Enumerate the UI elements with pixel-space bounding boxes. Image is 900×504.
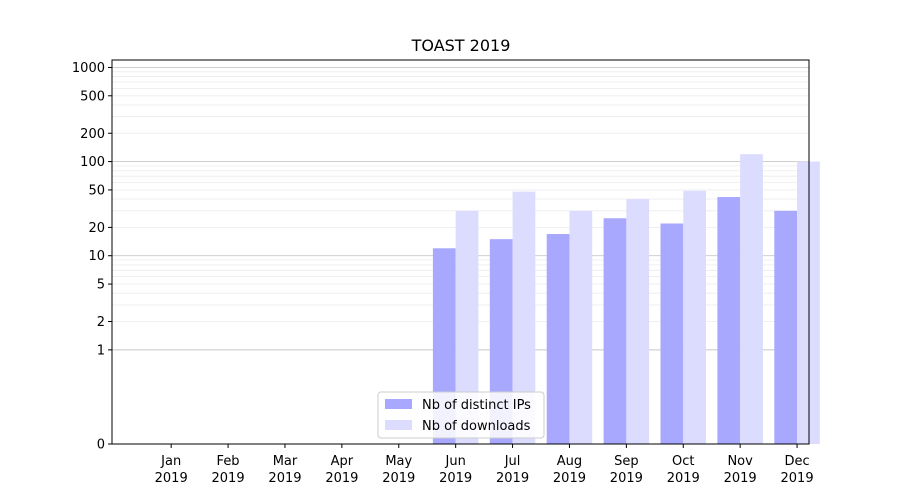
bar-downloads bbox=[683, 190, 707, 444]
x-tick-label-month: Sep bbox=[614, 454, 639, 469]
bar-downloads bbox=[626, 199, 650, 444]
plot-frame bbox=[111, 59, 810, 445]
x-axis: Jan 2019 Feb 2019 Mar 2019 Apr 2019 May 2019 Jun 20… bbox=[155, 444, 814, 486]
y-tick-label: 100 bbox=[80, 155, 105, 170]
bar-distinct-ips bbox=[546, 234, 570, 444]
x-tick-label-month: Feb bbox=[217, 454, 240, 469]
legend-swatch bbox=[385, 399, 412, 409]
x-tick-label-month: Jan bbox=[160, 454, 181, 469]
x-tick-label-year: 2019 bbox=[496, 471, 529, 486]
x-tick-label-month: Aug bbox=[557, 454, 582, 469]
x-tick-label-year: 2019 bbox=[724, 471, 757, 486]
bar-distinct-ips bbox=[660, 223, 684, 444]
y-axis: 0 1 2 5 10 20 50 100 200 500 1000 bbox=[72, 61, 112, 453]
bar-downloads bbox=[569, 210, 593, 444]
bar-downloads bbox=[740, 154, 763, 444]
x-tick-label-year: 2019 bbox=[382, 471, 415, 486]
x-tick-label-month: Jun bbox=[445, 454, 466, 469]
y-tick-label: 1 bbox=[97, 343, 105, 358]
y-tick-label: 50 bbox=[88, 183, 105, 198]
bar-distinct-ips bbox=[774, 210, 798, 444]
x-tick-label-year: 2019 bbox=[268, 471, 301, 486]
y-tick-label: 0 bbox=[97, 438, 105, 453]
bars bbox=[432, 154, 820, 444]
x-tick-label-year: 2019 bbox=[610, 471, 643, 486]
x-tick-label-month: Oct bbox=[672, 454, 694, 469]
bar-distinct-ips bbox=[717, 197, 741, 444]
y-tick-label: 2 bbox=[97, 315, 105, 330]
bar-distinct-ips bbox=[603, 218, 627, 444]
bar-downloads bbox=[512, 191, 536, 444]
y-tick-label: 1000 bbox=[72, 61, 105, 76]
legend-swatch bbox=[385, 420, 412, 430]
x-tick-label-month: Apr bbox=[331, 454, 354, 469]
y-tick-label: 500 bbox=[80, 89, 105, 104]
legend-label: Nb of downloads bbox=[422, 419, 531, 434]
x-tick-label-year: 2019 bbox=[781, 471, 814, 486]
x-tick-label-year: 2019 bbox=[439, 471, 472, 486]
y-tick-label: 200 bbox=[80, 127, 105, 142]
x-tick-label-month: Jul bbox=[504, 454, 521, 469]
x-tick-label-year: 2019 bbox=[553, 471, 586, 486]
legend-label: Nb of distinct IPs bbox=[422, 398, 531, 413]
chart-title: TOAST 2019 bbox=[411, 36, 511, 55]
x-tick-label-year: 2019 bbox=[155, 471, 188, 486]
legend: Nb of distinct IPs Nb of downloads bbox=[377, 391, 545, 439]
bar-downloads bbox=[797, 161, 820, 444]
x-tick-label-month: Mar bbox=[273, 454, 298, 469]
x-tick-label-year: 2019 bbox=[325, 471, 358, 486]
x-tick-label-month: Nov bbox=[727, 454, 753, 469]
x-tick-label-year: 2019 bbox=[667, 471, 700, 486]
x-tick-label-year: 2019 bbox=[212, 471, 245, 486]
legend-box bbox=[377, 391, 545, 439]
y-tick-label: 5 bbox=[97, 278, 105, 293]
x-tick-label-month: May bbox=[385, 454, 412, 469]
x-tick-label-month: Dec bbox=[784, 454, 809, 469]
y-tick-label: 20 bbox=[88, 221, 105, 236]
bar-downloads bbox=[455, 210, 479, 444]
y-tick-label: 10 bbox=[88, 249, 105, 264]
